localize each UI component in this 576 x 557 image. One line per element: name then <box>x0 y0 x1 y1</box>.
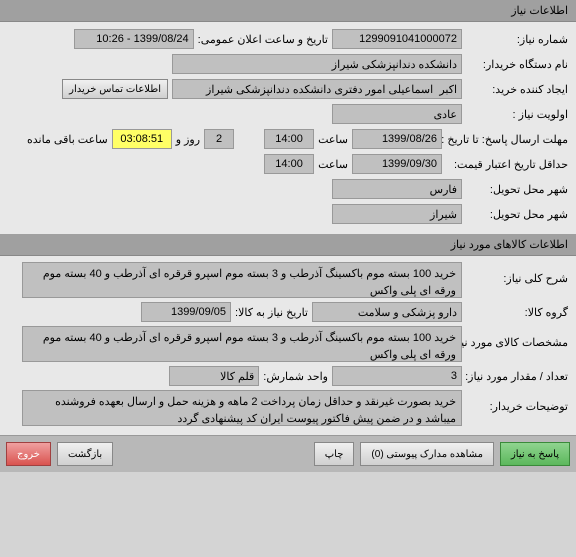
need-number-label: شماره نیاز: <box>462 33 572 46</box>
time-label-2: ساعت <box>314 158 352 171</box>
delivery-city2-label: شهر محل تحویل: <box>462 208 572 221</box>
credit-time-input[interactable] <box>264 154 314 174</box>
qty-label: تعداد / مقدار مورد نیاز: <box>462 370 572 383</box>
priority-input[interactable] <box>332 104 462 124</box>
unit-label: واحد شمارش: <box>259 370 332 383</box>
section2-header: اطلاعات کالاهای مورد نیاز <box>0 234 576 256</box>
goods-group-input[interactable] <box>312 302 462 322</box>
remaining-time-input <box>112 129 172 149</box>
goods-date-input[interactable] <box>141 302 231 322</box>
need-number-input[interactable] <box>332 29 462 49</box>
creator-input[interactable] <box>172 79 462 99</box>
creator-label: ایجاد کننده خرید: <box>462 83 572 96</box>
remaining-suffix: ساعت باقی مانده <box>23 133 112 146</box>
credit-deadline-label: حداقل تاریخ اعتبار قیمت: <box>462 158 572 171</box>
unit-input[interactable] <box>169 366 259 386</box>
org-name-label: نام دستگاه خریدار: <box>462 58 572 71</box>
back-button[interactable]: بازگشت <box>57 442 113 466</box>
credit-date-input[interactable] <box>352 154 442 174</box>
goods-group-label: گروه کالا: <box>462 306 572 319</box>
buyer-notes-input[interactable] <box>22 390 462 426</box>
org-name-input[interactable] <box>172 54 462 74</box>
section1-header: اطلاعات نیاز <box>0 0 576 22</box>
priority-label: اولویت نیاز : <box>462 108 572 121</box>
goods-spec-input[interactable] <box>22 326 462 362</box>
buyer-notes-label: توضیحات خریدار: <box>462 390 572 413</box>
delivery-city-input[interactable] <box>332 179 462 199</box>
public-datetime-input[interactable] <box>74 29 194 49</box>
deadline-time-input[interactable] <box>264 129 314 149</box>
deadline-send-label: مهلت ارسال پاسخ: تا تاریخ : <box>442 133 572 146</box>
exit-button[interactable]: خروج <box>6 442 51 466</box>
delivery-city2-input[interactable] <box>332 204 462 224</box>
delivery-city-label: شهر محل تحویل: <box>462 183 572 196</box>
form-section2: شرح کلی نیاز: گروه کالا: تاریخ نیاز به ک… <box>0 256 576 435</box>
print-button[interactable]: چاپ <box>314 442 355 466</box>
reply-button[interactable]: پاسخ به نیاز <box>500 442 570 466</box>
time-label-1: ساعت <box>314 133 352 146</box>
deadline-date-input[interactable] <box>352 129 442 149</box>
remaining-days-input <box>204 129 234 149</box>
qty-input[interactable] <box>332 366 462 386</box>
form-section1: شماره نیاز: تاریخ و ساعت اعلان عمومی: نا… <box>0 22 576 234</box>
goods-date-label: تاریخ نیاز به کالا: <box>231 306 312 319</box>
public-datetime-label: تاریخ و ساعت اعلان عمومی: <box>194 33 332 46</box>
remaining-days-label: روز و <box>172 133 204 146</box>
footer: پاسخ به نیاز مشاهده مدارک پیوستی (0) چاپ… <box>0 435 576 472</box>
attachments-button[interactable]: مشاهده مدارک پیوستی (0) <box>360 442 494 466</box>
general-desc-input[interactable] <box>22 262 462 298</box>
general-desc-label: شرح کلی نیاز: <box>462 262 572 285</box>
goods-spec-label: مشخصات کالای مورد نیاز: <box>462 326 572 349</box>
contact-button[interactable]: اطلاعات تماس خریدار <box>62 79 168 99</box>
